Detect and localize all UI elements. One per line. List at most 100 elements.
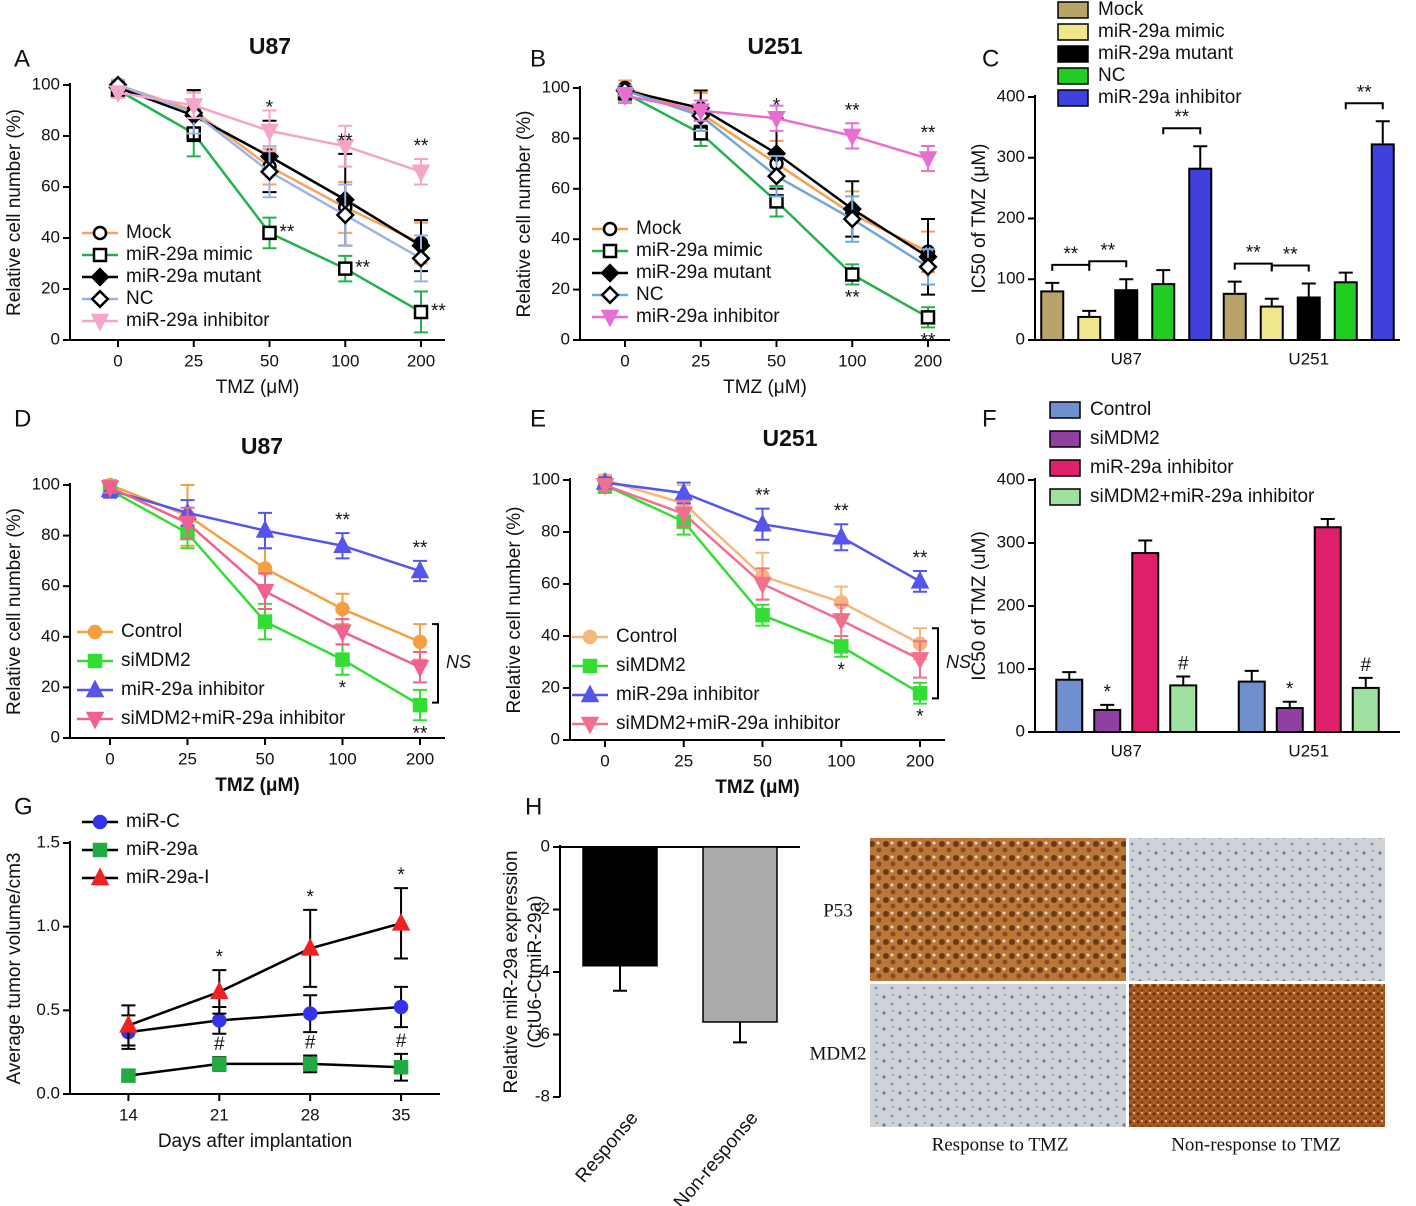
y-tick-label: 40 bbox=[41, 227, 60, 246]
annotation: ** bbox=[1357, 82, 1372, 103]
annotation: # bbox=[214, 1034, 225, 1055]
annotation: * bbox=[916, 707, 924, 728]
y-tick-label: 100 bbox=[997, 269, 1025, 288]
legend-marker bbox=[90, 867, 110, 886]
annotation: ** bbox=[913, 548, 928, 569]
bar bbox=[1093, 708, 1122, 734]
legend-label: siMDM2+miR-29a inhibitor bbox=[121, 708, 346, 729]
error-bar bbox=[1119, 278, 1134, 291]
y-tick-label: 0 bbox=[1016, 329, 1025, 348]
data-point bbox=[210, 981, 229, 1000]
bar bbox=[1169, 684, 1198, 734]
x-tick-label: 14 bbox=[119, 1105, 138, 1124]
y-tick-label: 400 bbox=[997, 86, 1025, 105]
y-axis-label: Relative cell number (%) bbox=[4, 109, 25, 316]
legend-label: siMDM2 bbox=[121, 650, 191, 671]
y-tick-label: 200 bbox=[997, 595, 1025, 614]
data-point bbox=[912, 685, 928, 701]
error-bar bbox=[1045, 281, 1060, 292]
annotation: NS bbox=[946, 652, 971, 672]
x-tick-label: Response bbox=[572, 1108, 643, 1187]
x-tick-label: U251 bbox=[1288, 349, 1329, 368]
bar bbox=[1040, 290, 1065, 341]
data-point bbox=[842, 209, 862, 229]
y-tick-label: 20 bbox=[551, 279, 570, 298]
y-tick-label: 300 bbox=[997, 532, 1025, 551]
bar bbox=[1055, 678, 1084, 734]
annotation: # bbox=[305, 1033, 316, 1054]
x-axis-label: TMZ (μM) bbox=[216, 377, 300, 398]
annotation: * bbox=[1286, 679, 1294, 700]
legend-marker bbox=[90, 313, 110, 332]
y-tick-label: 100 bbox=[532, 469, 560, 488]
data-point bbox=[257, 614, 273, 629]
y-tick-label: 100 bbox=[997, 658, 1025, 677]
x-tick-label: 200 bbox=[407, 351, 435, 370]
data-point bbox=[411, 164, 431, 183]
y-tick-label: 20 bbox=[41, 677, 60, 696]
error-bar bbox=[1264, 297, 1279, 307]
legend-swatch bbox=[1049, 459, 1081, 477]
error-bar bbox=[1282, 700, 1297, 709]
annotation: ** bbox=[1283, 245, 1298, 266]
legend-label: miR-29a inhibitor bbox=[1090, 457, 1234, 478]
data-point bbox=[100, 480, 120, 499]
panel-label: A bbox=[14, 45, 30, 72]
significance-bracket bbox=[1162, 127, 1202, 135]
x-tick-label: U251 bbox=[1288, 741, 1329, 760]
data-point bbox=[333, 535, 352, 553]
legend-label: siMDM2+miR-29a inhibitor bbox=[1090, 486, 1315, 507]
bar bbox=[1188, 167, 1213, 341]
data-point bbox=[910, 570, 930, 589]
annotation: * bbox=[266, 98, 274, 119]
annotation: ** bbox=[413, 723, 428, 744]
y-tick-label: 100 bbox=[32, 474, 60, 493]
data-point bbox=[920, 310, 936, 325]
annotation: ** bbox=[1063, 244, 1078, 265]
legend-label: miR-29a inhibitor bbox=[616, 684, 760, 705]
y-tick-label: -2 bbox=[535, 899, 550, 918]
x-tick-label: 25 bbox=[184, 351, 203, 370]
annotation: ** bbox=[338, 131, 353, 152]
data-point bbox=[255, 584, 275, 602]
data-point bbox=[753, 513, 772, 532]
legend-label: siMDM2 bbox=[616, 655, 686, 676]
chart-title: U87 bbox=[249, 33, 291, 59]
annotation: ** bbox=[1174, 107, 1189, 128]
legend-label: miR-29a inhibitor bbox=[126, 310, 270, 331]
annotation: ** bbox=[755, 486, 770, 507]
data-point bbox=[615, 88, 635, 107]
error-bar bbox=[1358, 676, 1373, 688]
legend-swatch bbox=[1057, 1, 1089, 19]
annotation: ** bbox=[1100, 240, 1115, 261]
y-tick-label: 300 bbox=[997, 147, 1025, 166]
x-tick-label: 100 bbox=[838, 351, 866, 370]
x-tick-label: 35 bbox=[392, 1105, 411, 1124]
legend-label: miR-29a mimic bbox=[1098, 21, 1225, 42]
data-point bbox=[767, 110, 786, 129]
y-axis-label: Relative cell number (%) bbox=[514, 111, 535, 318]
bar bbox=[1237, 680, 1266, 733]
data-point bbox=[302, 1006, 318, 1021]
y-tick-label: 100 bbox=[542, 77, 570, 96]
annotation: * bbox=[339, 678, 347, 699]
data-point bbox=[391, 912, 411, 931]
legend-marker bbox=[90, 267, 110, 287]
x-tick-label: 200 bbox=[906, 751, 934, 770]
legend-swatch bbox=[1057, 89, 1089, 107]
annotation: ** bbox=[1246, 243, 1261, 264]
data-point bbox=[845, 267, 860, 282]
annotation: ** bbox=[355, 258, 370, 279]
y-tick-label: 60 bbox=[541, 573, 560, 592]
chart-title: U251 bbox=[763, 425, 818, 451]
data-point bbox=[212, 1056, 227, 1072]
annotation: ** bbox=[921, 330, 936, 351]
legend-marker bbox=[582, 658, 598, 674]
legend-label: miR-29a mimic bbox=[126, 244, 253, 265]
y-tick-label: 0 bbox=[551, 729, 560, 748]
error-bar bbox=[1375, 120, 1390, 145]
panel-label: E bbox=[530, 405, 546, 432]
significance-bracket bbox=[1088, 260, 1128, 268]
panel-label: D bbox=[14, 405, 31, 432]
annotation: # bbox=[396, 1031, 407, 1052]
